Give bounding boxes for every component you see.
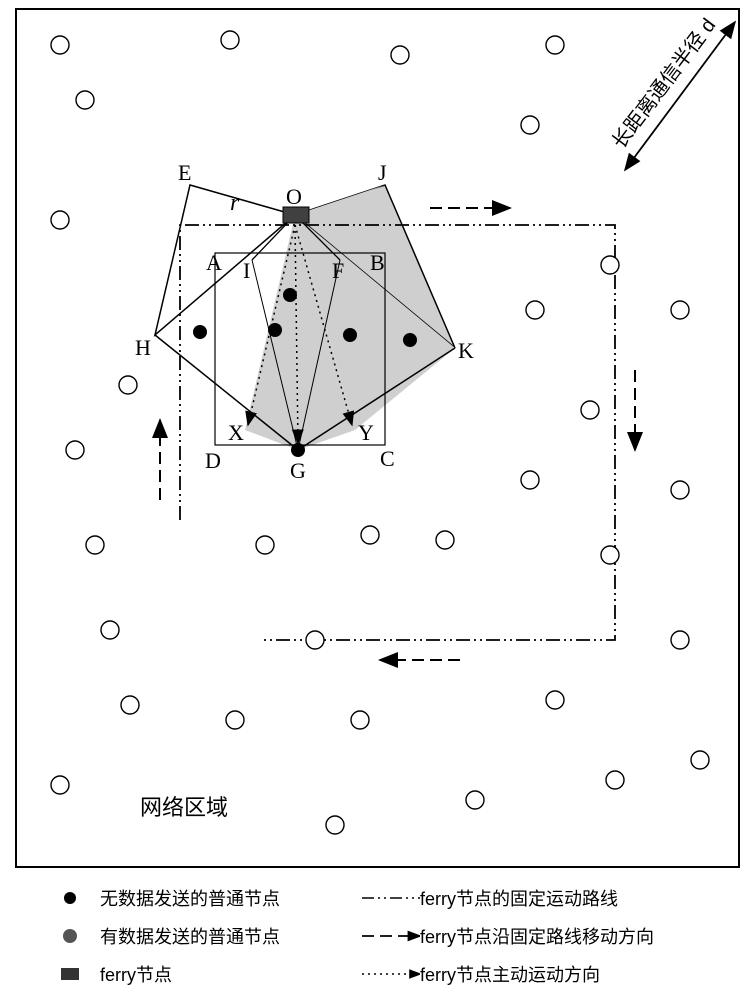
legend-square-icon (40, 968, 100, 980)
legend-c2-0: ferry节点的固定运动路线 (420, 885, 618, 911)
legend-hollow-icon (40, 892, 100, 904)
lbl-H: H (135, 335, 151, 360)
lbl-K: K (458, 338, 474, 363)
diag-label: 长距离通信半径 d (608, 14, 721, 153)
legend-motion-icon (360, 967, 420, 981)
lbl-B: B (370, 250, 385, 275)
ferry-node (283, 207, 309, 223)
legend-path-icon (360, 891, 420, 905)
lbl-G: G (290, 458, 306, 483)
legend-c2-2: ferry节点主动运动方向 (420, 961, 600, 987)
lbl-E: E (178, 160, 191, 185)
lbl-r: r (230, 190, 240, 216)
legend-c2-1: ferry节点沿固定路线移动方向 (420, 923, 654, 949)
page-root: E J O A B I F H K X Y D C G r 长距离通信半径 d … (0, 0, 753, 1000)
lbl-Y: Y (358, 420, 374, 445)
legend-c1-1: 有数据发送的普通节点 (100, 923, 280, 949)
network-area-label: 网络区域 (140, 795, 228, 820)
lbl-I: I (243, 258, 250, 283)
legend-c1-2: ferry节点 (100, 961, 172, 987)
lbl-O: O (286, 184, 302, 209)
lbl-J: J (378, 160, 387, 185)
diagram-svg: E J O A B I F H K X Y D C G r 长距离通信半径 d … (0, 0, 753, 870)
lbl-C: C (380, 446, 395, 471)
lbl-F: F (332, 258, 344, 283)
hollow-nodes (51, 31, 709, 834)
lbl-A: A (206, 250, 222, 275)
lbl-D: D (205, 448, 221, 473)
legend-dir-icon (360, 929, 420, 943)
legend-solid-icon (40, 929, 100, 943)
lbl-X: X (228, 420, 244, 445)
legend-c1-0: 无数据发送的普通节点 (100, 885, 280, 911)
